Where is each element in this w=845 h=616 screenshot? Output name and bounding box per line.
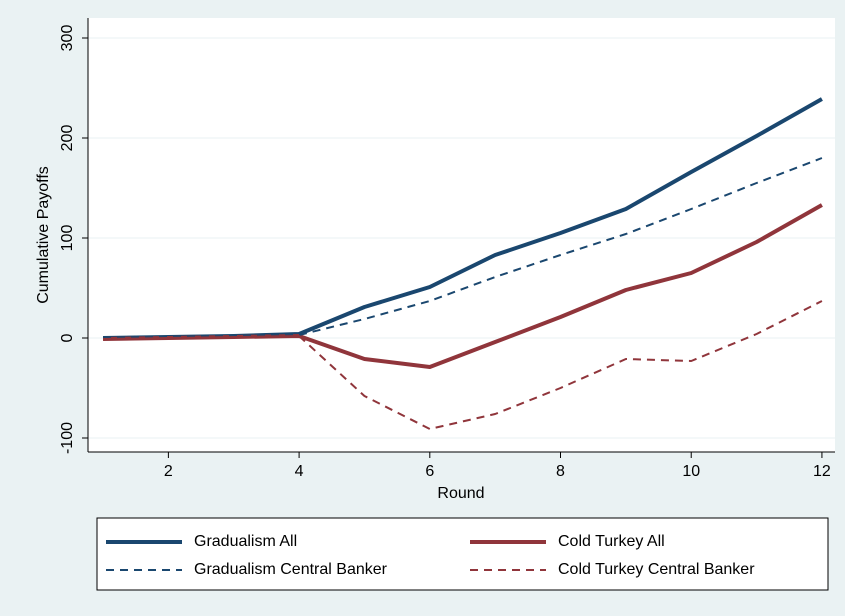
y-tick-label: 200 <box>59 125 76 152</box>
x-tick-label: 8 <box>556 463 565 480</box>
y-tick-label: 0 <box>59 333 76 342</box>
legend-label: Gradualism All <box>194 533 297 550</box>
x-tick-label: 10 <box>682 463 700 480</box>
x-tick-label: 12 <box>813 463 831 480</box>
x-tick-label: 2 <box>164 463 173 480</box>
series-line <box>103 300 823 430</box>
y-axis-title: Cumulative Payoffs <box>35 166 52 304</box>
x-tick-label: 6 <box>425 463 434 480</box>
y-tick-label: 100 <box>59 225 76 252</box>
legend-label: Gradualism Central Banker <box>194 561 388 578</box>
x-axis-title: Round <box>437 485 484 502</box>
plot-area <box>88 18 835 452</box>
y-tick-label: -100 <box>59 422 76 454</box>
y-tick-label: 300 <box>59 25 76 52</box>
legend-label: Cold Turkey All <box>558 533 665 550</box>
x-tick-label: 4 <box>295 463 304 480</box>
legend-box <box>96 517 829 591</box>
legend-label: Cold Turkey Central Banker <box>558 561 755 578</box>
